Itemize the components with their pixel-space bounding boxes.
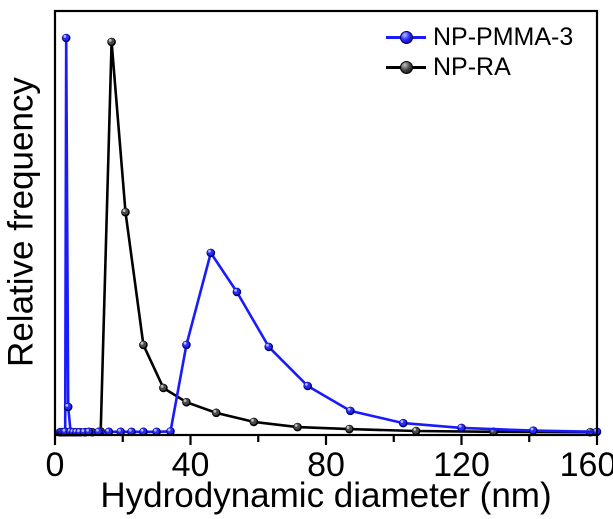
- series-np-pmma-3: [55, 33, 602, 437]
- x-tick-label-0: 0: [46, 446, 65, 484]
- legend-item-np-pmma-3: NP-PMMA-3: [386, 24, 573, 51]
- legend-ball-blue-icon: [400, 31, 413, 44]
- plot-frame: [53, 9, 599, 437]
- x-tick-label-40: 40: [172, 446, 210, 484]
- legend-ball-black-icon: [400, 61, 413, 74]
- x-tick-label-160: 160: [560, 446, 613, 484]
- x-axis-tick-labels: 0 40 80 120 160: [46, 446, 613, 484]
- x-axis-ticks: [53, 436, 599, 445]
- x-tick-label-120: 120: [433, 446, 490, 484]
- y-axis-title: Relative frequency: [1, 77, 41, 367]
- np-pmma-3-legend-marker-icon: [386, 31, 426, 44]
- legend: NP-PMMA-3 NP-RA: [386, 24, 573, 81]
- np-ra-markers: [56, 37, 595, 437]
- np-ra-legend-marker-icon: [386, 61, 426, 74]
- np-pmma-3-markers: [55, 33, 602, 437]
- np-ra-line: [59, 40, 592, 434]
- legend-item-np-ra: NP-RA: [386, 54, 573, 81]
- legend-label-np-ra: NP-RA: [433, 53, 511, 81]
- x-tick-label-80: 80: [307, 446, 345, 484]
- x-axis-title: Hydrodynamic diameter (nm): [100, 476, 552, 515]
- series-np-ra: [56, 37, 595, 437]
- legend-label-np-pmma-3: NP-PMMA-3: [433, 23, 574, 51]
- np-pmma-3-line: [58, 36, 599, 434]
